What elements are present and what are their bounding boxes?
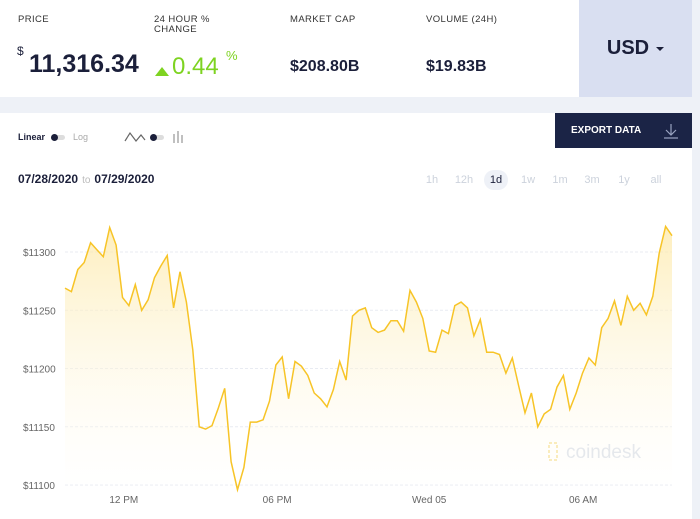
range-1w[interactable]: 1w: [520, 174, 536, 186]
line-chart-icon[interactable]: [124, 131, 146, 143]
y-tick-label: $11200: [23, 365, 56, 376]
currency-value: USD: [606, 37, 650, 59]
export-label: EXPORT DATA: [571, 125, 642, 136]
market-cap-label: MARKET CAP: [290, 14, 356, 25]
change-label: 24 HOUR % CHANGE: [154, 14, 210, 35]
date-to[interactable]: 07/29/2020: [94, 172, 155, 186]
date-from[interactable]: 07/28/2020: [18, 172, 79, 186]
range-12h[interactable]: 12h: [454, 174, 474, 186]
range-selector: 1h 12h 1d 1w 1m 3m 1y all: [416, 170, 672, 190]
linear-label[interactable]: Linear: [18, 132, 46, 142]
coindesk-logo: coindesk: [548, 442, 641, 463]
x-tick-label: 12 PM: [109, 495, 138, 506]
price-area: [65, 226, 672, 490]
volume-label: VOLUME (24H): [426, 14, 498, 25]
candlestick-icon[interactable]: [172, 130, 184, 144]
price-stat: PRICE: [18, 15, 49, 25]
range-1h[interactable]: 1h: [425, 174, 439, 186]
log-label[interactable]: Log: [73, 132, 89, 142]
up-arrow-icon: [155, 67, 169, 76]
change-value: 0.44: [172, 53, 219, 80]
date-range: 07/28/2020 to 07/29/2020: [18, 172, 154, 186]
chart-style-toggle[interactable]: [150, 133, 165, 141]
change-stat: 24 HOUR % CHANGE: [154, 15, 244, 35]
x-tick-label: Wed 05: [412, 495, 447, 506]
export-data-button[interactable]: EXPORT DATA: [555, 113, 692, 148]
caret-down-icon: [656, 46, 665, 51]
price-value: 11,316.34: [29, 50, 139, 78]
price-label: PRICE: [18, 14, 50, 25]
watermark-text: coindesk: [566, 442, 641, 463]
y-tick-label: $11150: [23, 423, 55, 434]
y-tick-label: $11100: [23, 481, 55, 492]
x-tick-label: 06 PM: [263, 495, 292, 506]
date-to-word: to: [82, 175, 91, 186]
currency-select[interactable]: USD: [579, 0, 692, 97]
x-tick-label: 06 AM: [569, 495, 597, 506]
stats-panel: PRICE $ 11,316.34 24 HOUR % CHANGE 0.44 …: [0, 0, 579, 97]
price-currency-symbol: $: [17, 44, 24, 58]
range-1m[interactable]: 1m: [552, 174, 568, 186]
chart-controls: Linear Log: [18, 130, 184, 144]
download-icon: [664, 123, 679, 139]
market-cap-stat: MARKET CAP: [290, 15, 356, 25]
y-tick-label: $11300: [23, 248, 56, 259]
y-tick-label: $11250: [23, 306, 56, 317]
market-cap-value: $208.80B: [290, 58, 360, 75]
range-all[interactable]: all: [650, 174, 662, 186]
range-1y[interactable]: 1y: [618, 174, 630, 186]
volume-stat: VOLUME (24H): [426, 15, 497, 25]
range-3m[interactable]: 3m: [584, 174, 600, 186]
price-line: [64, 224, 673, 493]
range-1d[interactable]: 1d: [484, 170, 508, 190]
scale-toggle[interactable]: [51, 133, 66, 141]
change-unit: %: [226, 48, 238, 63]
volume-value: $19.83B: [426, 58, 487, 75]
